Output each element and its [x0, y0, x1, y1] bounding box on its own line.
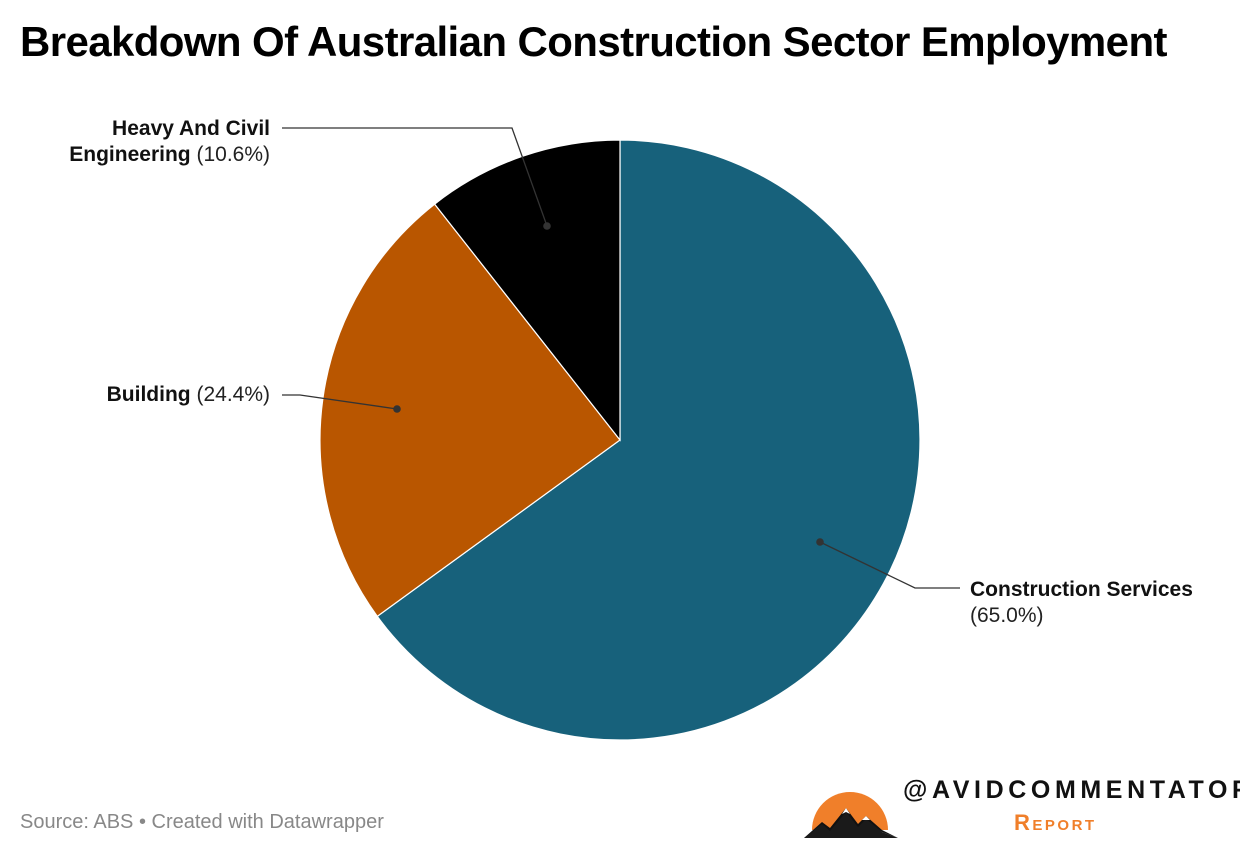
leader-dot-building	[393, 405, 401, 413]
label-building: Building (24.4%)	[107, 382, 270, 408]
leader-dot-heavy-and-civil-engineering	[543, 222, 551, 230]
label-heavy-civil-percent: (10.6%)	[196, 143, 270, 166]
label-heavy-civil: Heavy And Civil Engineering (10.6%)	[10, 116, 270, 168]
label-heavy-civil-name-2: Engineering	[69, 143, 191, 166]
label-construction-services: Construction Services (65.0%)	[970, 577, 1193, 629]
leader-dot-construction-services	[816, 538, 824, 546]
brand-subtitle: Report	[1014, 810, 1097, 835]
label-building-name: Building	[106, 383, 191, 406]
leader-line-heavy-and-civil-engineering	[282, 127, 548, 227]
source-note: Source: ABS • Created with Datawrapper	[20, 811, 384, 833]
label-services-name: Construction Services	[970, 578, 1193, 601]
chart-title: Breakdown Of Australian Construction Sec…	[20, 18, 1167, 65]
brand-handle: @AVIDCOMMENTATOR	[903, 776, 1240, 804]
sunset-mountain-logo-icon	[804, 792, 898, 838]
brand-block: @AVIDCOMMENTATOR Report	[800, 770, 1240, 850]
pie-slice-construction-services	[376, 139, 921, 741]
label-services-percent: (65.0%)	[970, 604, 1044, 627]
label-building-percent: (24.4%)	[196, 383, 270, 406]
label-heavy-civil-name-1: Heavy And Civil	[112, 117, 270, 140]
leader-line-construction-services	[819, 541, 960, 589]
leader-line-building	[282, 394, 398, 410]
